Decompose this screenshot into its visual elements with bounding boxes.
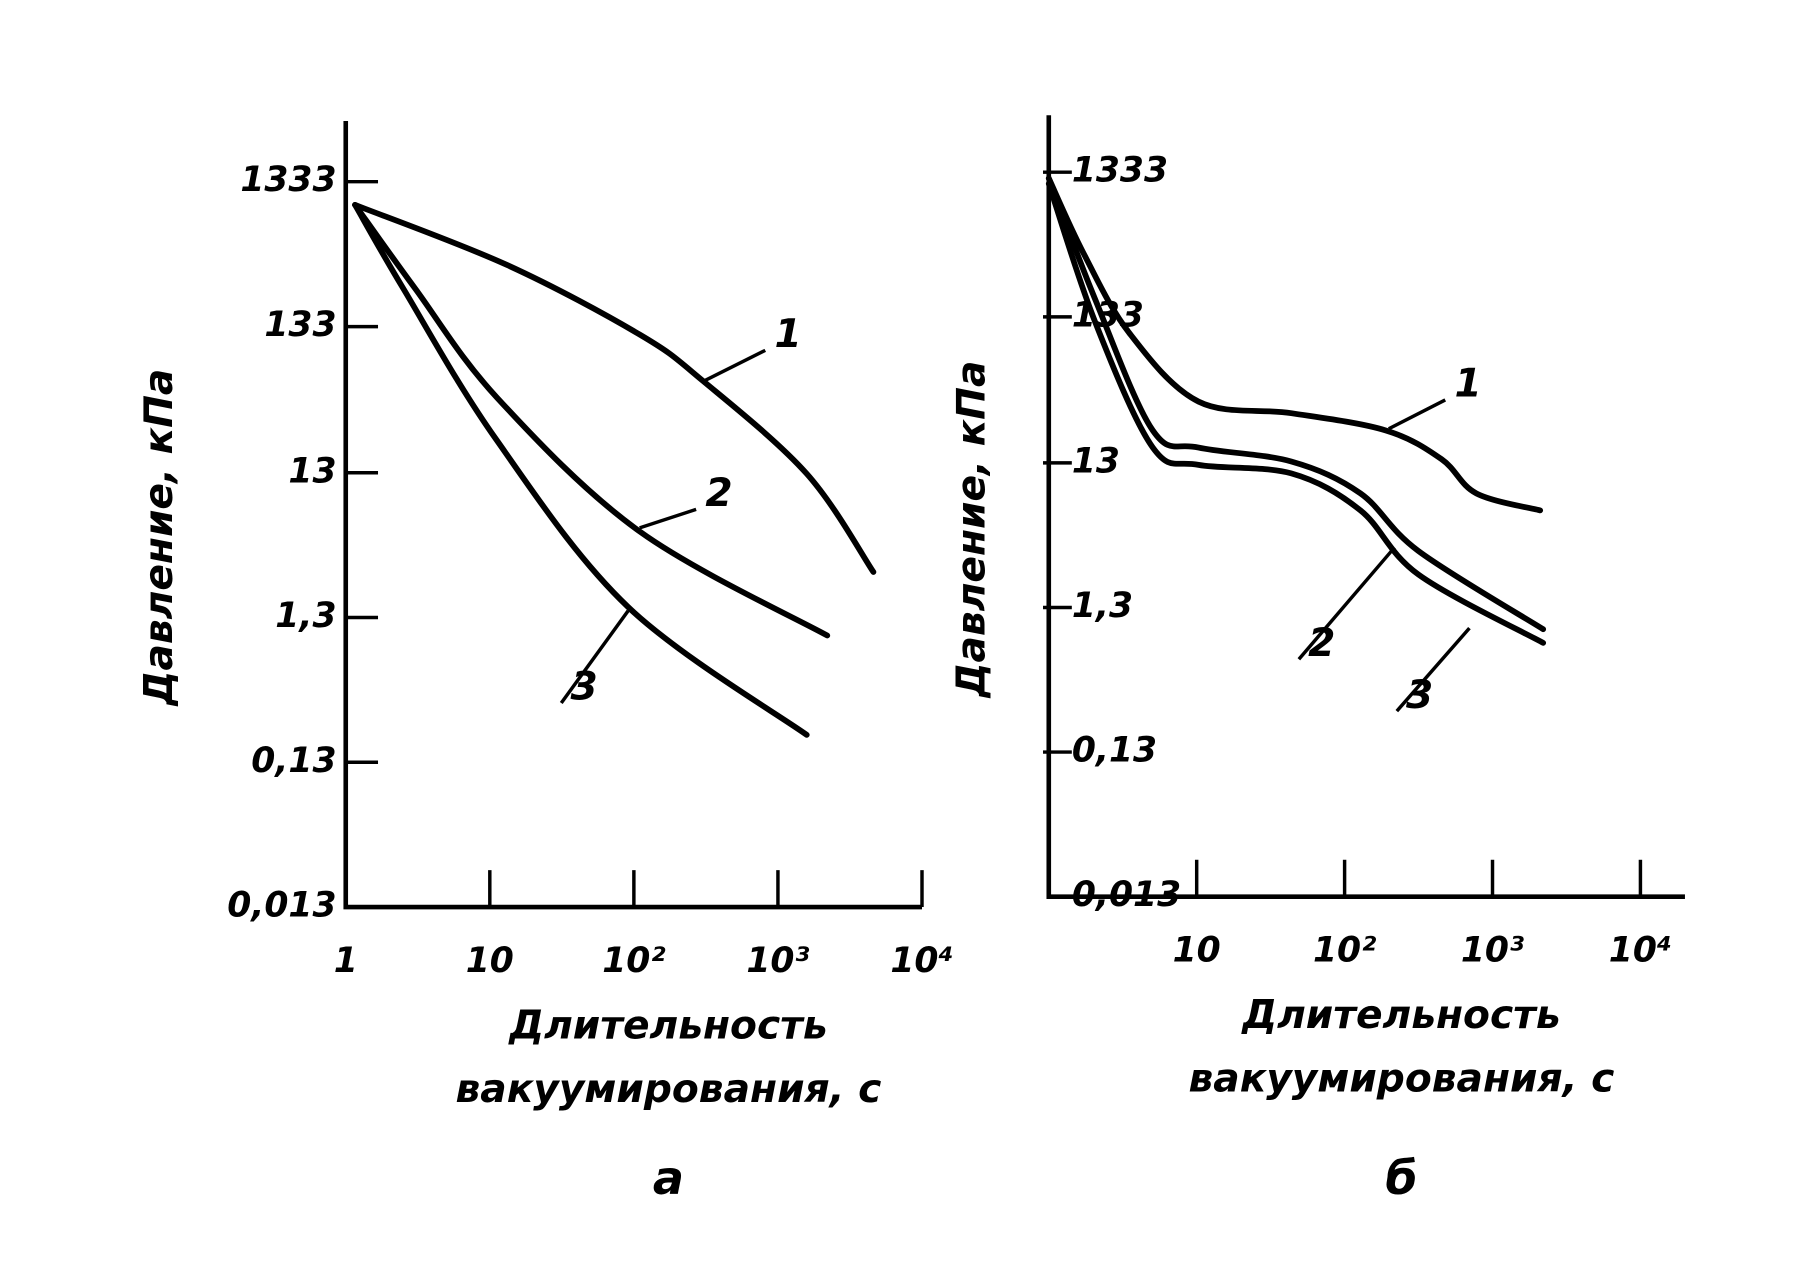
y-tick-label: 0,013 xyxy=(227,886,336,926)
axes xyxy=(343,121,923,910)
leader-line xyxy=(559,609,630,705)
y-tick-label: 13 xyxy=(1072,441,1120,481)
x-tick-label: 10 xyxy=(1173,930,1221,970)
series-label: 1 xyxy=(1454,362,1481,407)
curve xyxy=(352,201,810,738)
leader-line xyxy=(1297,546,1396,661)
panel-label: а xyxy=(653,1151,684,1205)
x-tick-label: 10³ xyxy=(1461,930,1524,970)
x-axis-label: Длительность xyxy=(507,1004,827,1049)
x-axis-label: вакуумирования, с xyxy=(455,1067,881,1112)
x-tick-label: 10² xyxy=(1313,930,1376,970)
curve xyxy=(1045,175,1547,633)
y-tick-label: 133 xyxy=(264,305,336,345)
series-label: 3 xyxy=(570,665,597,710)
y-tick-label: 13 xyxy=(288,451,336,491)
curve xyxy=(352,201,877,575)
x-tick-label: 10 xyxy=(466,941,514,981)
series-label: 2 xyxy=(705,471,732,516)
y-axis-label: Давление, кПа xyxy=(137,369,182,708)
x-tick-label: 10⁴ xyxy=(1609,930,1672,970)
y-tick-label: 1,3 xyxy=(275,596,336,636)
y-tick-label: 1333 xyxy=(1072,151,1168,191)
curve xyxy=(1045,180,1547,646)
leader-line xyxy=(639,507,697,530)
x-tick-label: 1 xyxy=(334,941,358,981)
series-label: 2 xyxy=(1308,621,1335,666)
y-tick-label: 1,3 xyxy=(1072,586,1133,626)
x-tick-label: 10² xyxy=(602,941,665,981)
y-tick-label: 1333 xyxy=(240,160,336,200)
panel-label: б xyxy=(1385,1151,1417,1205)
y-tick-label: 0,13 xyxy=(1072,731,1157,771)
x-tick-label: 10³ xyxy=(746,941,809,981)
leader-line xyxy=(1387,398,1447,431)
y-axis-label: Давление, кПа xyxy=(949,361,994,700)
leader-line xyxy=(704,348,767,382)
axes xyxy=(1046,115,1685,899)
series-label: 3 xyxy=(1406,673,1433,718)
curve xyxy=(1045,175,1544,514)
y-tick-label: 0,013 xyxy=(1072,875,1181,915)
x-tick-label: 10⁴ xyxy=(890,941,953,981)
x-axis-label: Длительность xyxy=(1240,993,1560,1038)
leader-line xyxy=(1395,626,1471,713)
x-axis-label: вакуумирования, с xyxy=(1188,1057,1614,1102)
curve xyxy=(352,201,831,639)
y-tick-label: 0,13 xyxy=(251,741,336,781)
series-label: 1 xyxy=(774,312,801,357)
